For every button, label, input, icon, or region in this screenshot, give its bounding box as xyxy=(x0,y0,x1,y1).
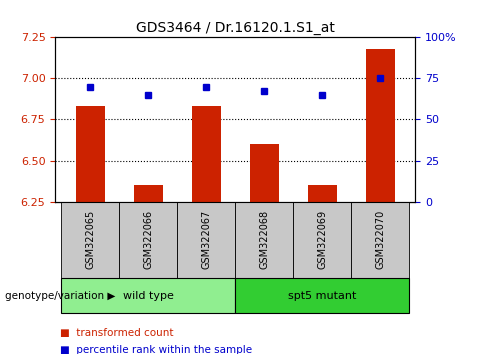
Text: ■  transformed count: ■ transformed count xyxy=(60,328,173,338)
Text: GSM322067: GSM322067 xyxy=(201,210,211,269)
Bar xyxy=(250,144,279,202)
Bar xyxy=(177,202,235,278)
Text: GSM322069: GSM322069 xyxy=(317,210,327,269)
Bar xyxy=(75,106,105,202)
Bar xyxy=(235,278,409,313)
Text: GSM322068: GSM322068 xyxy=(259,210,269,269)
Bar xyxy=(235,202,293,278)
Text: ■  percentile rank within the sample: ■ percentile rank within the sample xyxy=(60,346,252,354)
Bar xyxy=(351,202,409,278)
Bar xyxy=(308,185,337,202)
Text: GSM322065: GSM322065 xyxy=(85,210,95,269)
Bar xyxy=(192,106,221,202)
Bar xyxy=(119,202,177,278)
Text: GSM322070: GSM322070 xyxy=(375,210,385,269)
Bar xyxy=(61,202,119,278)
Text: GSM322066: GSM322066 xyxy=(143,210,153,269)
Bar xyxy=(61,278,235,313)
Title: GDS3464 / Dr.16120.1.S1_at: GDS3464 / Dr.16120.1.S1_at xyxy=(136,21,335,35)
Bar xyxy=(293,202,351,278)
Text: spt5 mutant: spt5 mutant xyxy=(288,291,357,301)
Bar xyxy=(366,49,395,202)
Text: genotype/variation ▶: genotype/variation ▶ xyxy=(5,291,115,301)
Text: wild type: wild type xyxy=(123,291,174,301)
Bar xyxy=(133,185,163,202)
